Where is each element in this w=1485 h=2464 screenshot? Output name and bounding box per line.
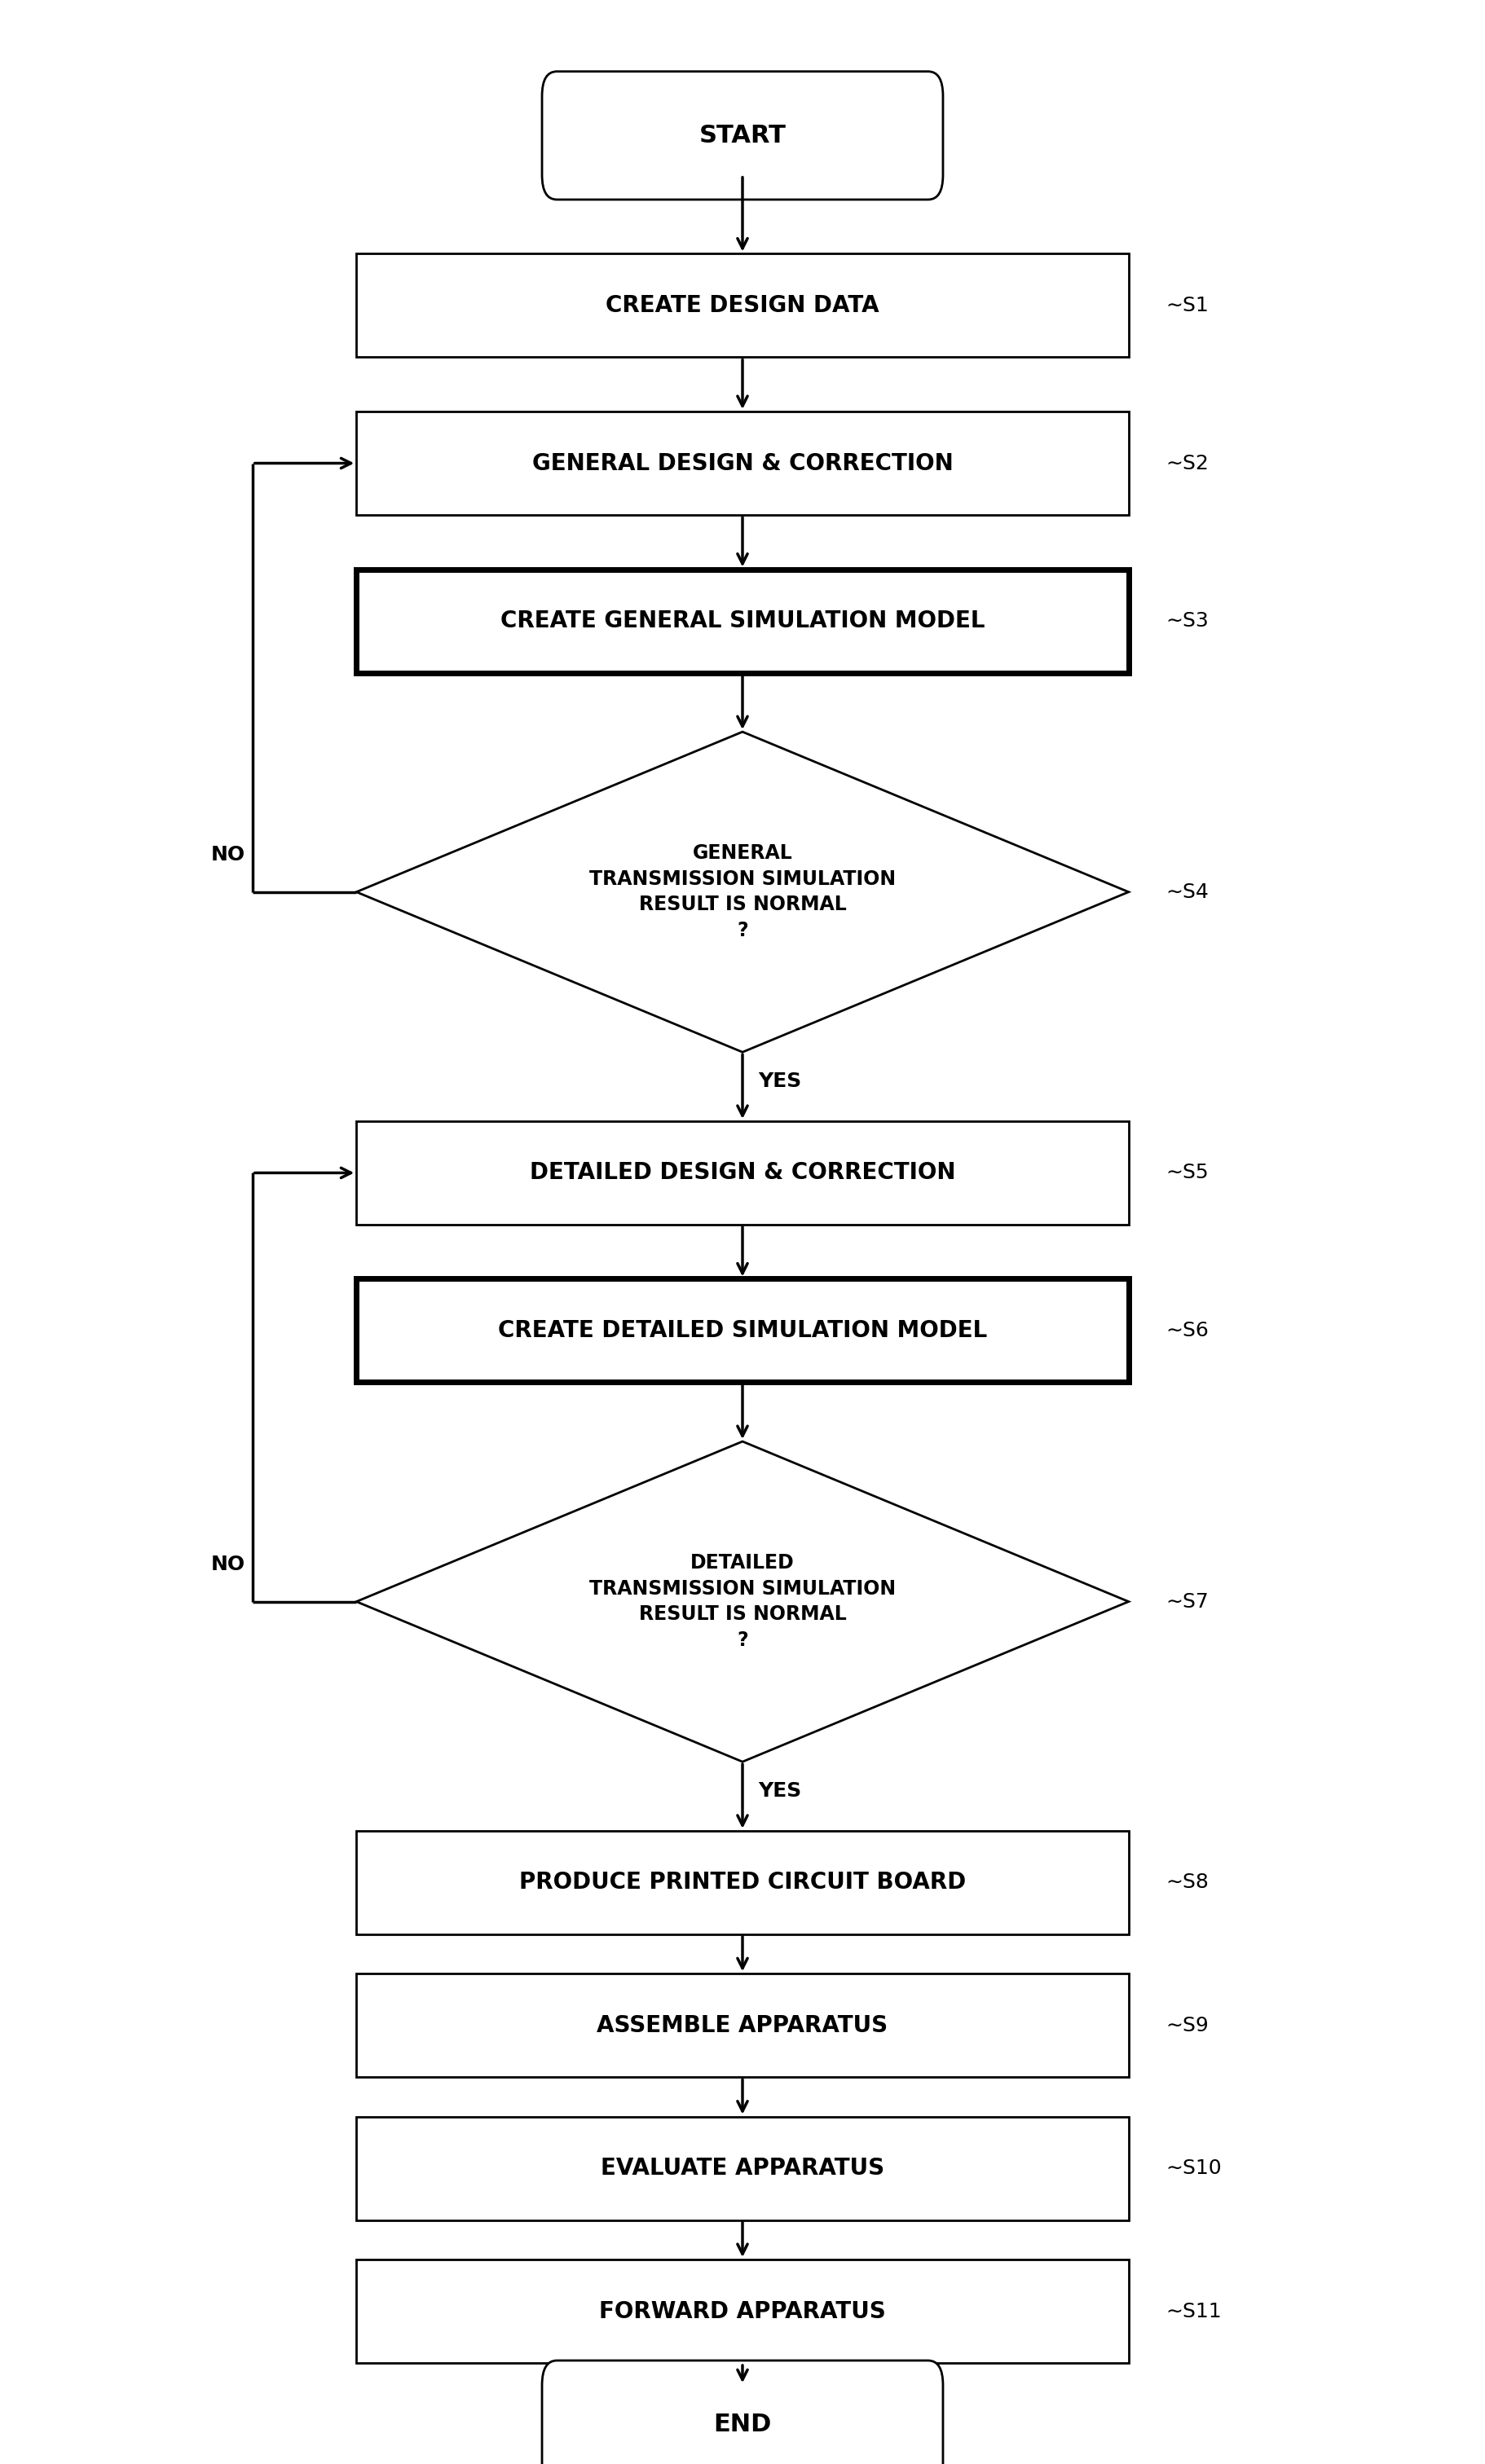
FancyBboxPatch shape <box>542 71 943 200</box>
Text: GENERAL
TRANSMISSION SIMULATION
RESULT IS NORMAL
?: GENERAL TRANSMISSION SIMULATION RESULT I… <box>590 843 895 941</box>
Bar <box>356 411 1129 515</box>
Text: START: START <box>699 123 786 148</box>
Text: ∼S1: ∼S1 <box>1166 296 1209 315</box>
Polygon shape <box>356 1441 1129 1762</box>
Text: ∼S3: ∼S3 <box>1166 611 1209 631</box>
Text: ∼S5: ∼S5 <box>1166 1163 1209 1183</box>
FancyBboxPatch shape <box>542 2361 943 2464</box>
Text: CREATE DESIGN DATA: CREATE DESIGN DATA <box>606 293 879 318</box>
Bar <box>356 569 1129 673</box>
Text: END: END <box>713 2412 772 2437</box>
Text: ∼S8: ∼S8 <box>1166 1873 1209 1892</box>
Text: CREATE GENERAL SIMULATION MODEL: CREATE GENERAL SIMULATION MODEL <box>500 609 985 633</box>
Bar <box>356 1279 1129 1382</box>
Text: YES: YES <box>757 1781 802 1801</box>
Text: NO: NO <box>211 1555 245 1574</box>
Bar <box>356 1831 1129 1934</box>
Text: NO: NO <box>211 845 245 865</box>
Text: YES: YES <box>757 1072 802 1092</box>
Text: ∼S4: ∼S4 <box>1166 882 1209 902</box>
Text: GENERAL DESIGN & CORRECTION: GENERAL DESIGN & CORRECTION <box>532 451 953 476</box>
Text: PRODUCE PRINTED CIRCUIT BOARD: PRODUCE PRINTED CIRCUIT BOARD <box>520 1870 965 1895</box>
Text: DETAILED DESIGN & CORRECTION: DETAILED DESIGN & CORRECTION <box>530 1161 955 1185</box>
Bar <box>356 2117 1129 2220</box>
Bar <box>356 2259 1129 2363</box>
Bar <box>356 1974 1129 2077</box>
Text: CREATE DETAILED SIMULATION MODEL: CREATE DETAILED SIMULATION MODEL <box>497 1318 988 1343</box>
Text: EVALUATE APPARATUS: EVALUATE APPARATUS <box>600 2156 885 2181</box>
Polygon shape <box>356 732 1129 1052</box>
Bar <box>356 1121 1129 1225</box>
Bar <box>356 254 1129 357</box>
Text: ∼S7: ∼S7 <box>1166 1592 1209 1611</box>
Text: ∼S9: ∼S9 <box>1166 2016 1209 2035</box>
Text: ∼S2: ∼S2 <box>1166 453 1209 473</box>
Text: ∼S6: ∼S6 <box>1166 1321 1209 1340</box>
Text: DETAILED
TRANSMISSION SIMULATION
RESULT IS NORMAL
?: DETAILED TRANSMISSION SIMULATION RESULT … <box>590 1552 895 1651</box>
Text: ∼S11: ∼S11 <box>1166 2301 1222 2321</box>
Text: FORWARD APPARATUS: FORWARD APPARATUS <box>598 2299 887 2324</box>
Text: ∼S10: ∼S10 <box>1166 2158 1222 2178</box>
Text: ASSEMBLE APPARATUS: ASSEMBLE APPARATUS <box>597 2013 888 2038</box>
